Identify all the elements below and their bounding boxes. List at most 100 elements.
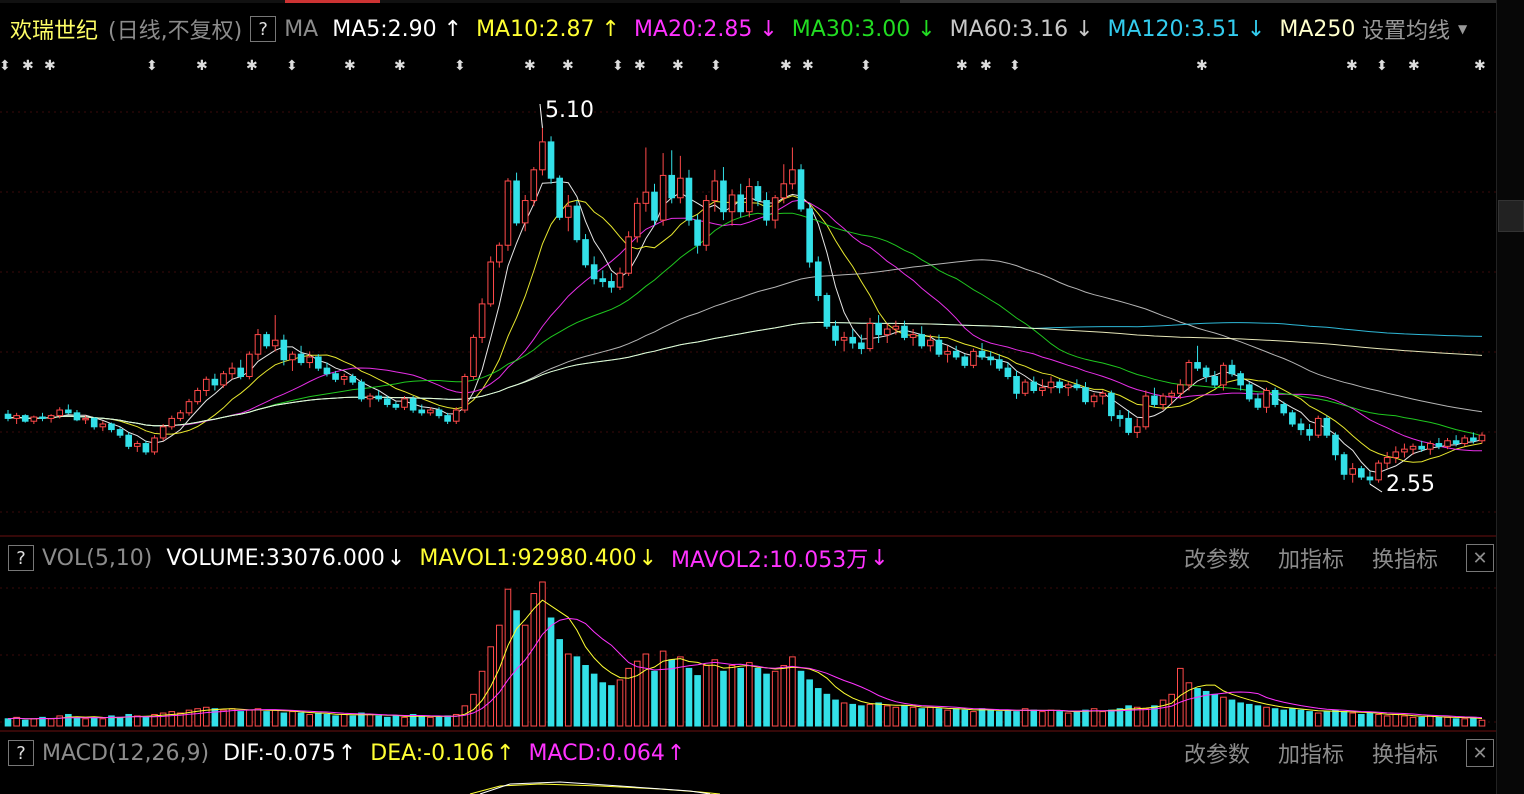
event-marker-icon[interactable]: ✱ (1474, 58, 1486, 74)
candle-body (858, 342, 865, 350)
event-marker-icon[interactable]: ⬍ (710, 58, 722, 74)
volume-bar (1004, 709, 1012, 727)
candle-body (1064, 384, 1072, 389)
candle-body (30, 416, 38, 422)
event-marker-icon[interactable]: ✱ (562, 58, 574, 74)
event-marker-icon[interactable]: ⬍ (860, 58, 872, 74)
volume-bar (866, 703, 874, 727)
volume-bar (1185, 682, 1193, 727)
volume-arrow-icon: ↓ (386, 545, 406, 571)
candle-body (280, 339, 288, 361)
event-marker-icon[interactable]: ✱ (196, 58, 208, 74)
volume-bar (909, 706, 917, 727)
volume-bar (530, 593, 538, 727)
candle-body (952, 350, 960, 358)
dif-arrow-icon: ↑ (337, 740, 357, 766)
event-marker-icon[interactable]: ✱ (956, 58, 968, 74)
mavol1-value: MAVOL1:92980.400 (419, 545, 637, 571)
macd-indicator-name[interactable]: MACD(12,26,9) (42, 740, 210, 766)
volume-bar (1142, 708, 1150, 727)
candle-body (728, 194, 736, 213)
macd-arrow-icon: ↑ (666, 740, 686, 766)
help-button[interactable]: ? (250, 16, 277, 42)
event-marker-icon[interactable]: ✱ (634, 58, 646, 74)
event-marker-icon[interactable]: ✱ (22, 58, 34, 74)
volume-bar (927, 706, 934, 727)
volume-bar (349, 715, 357, 727)
volume-bar (608, 685, 615, 727)
volume-bar (1220, 696, 1227, 727)
volume-bar (151, 713, 158, 727)
volume-bar (435, 716, 443, 727)
event-marker-icon[interactable]: ✱ (1196, 58, 1208, 74)
event-marker-icon[interactable]: ✱ (524, 58, 536, 74)
event-marker-icon[interactable]: ✱ (672, 58, 684, 74)
candle-body (608, 281, 615, 288)
candle-body (1073, 384, 1081, 389)
volume-bar (789, 656, 796, 727)
macd-dea-line (469, 783, 721, 794)
event-marker-icon[interactable]: ✱ (802, 58, 814, 74)
volume-bar (280, 712, 288, 727)
event-marker-icon[interactable]: ✱ (246, 58, 258, 74)
settings-ma-button[interactable]: 设置均线 ▼ (1362, 12, 1478, 46)
macd-panel-actions: 改参数 加指标 换指标 ✕ (1184, 735, 1524, 771)
event-marker-icon[interactable]: ✱ (980, 58, 992, 74)
indicator-name[interactable]: MA (284, 16, 319, 42)
candle-body (332, 373, 339, 380)
volume-bar (1151, 705, 1158, 727)
volume-bar (202, 706, 210, 727)
add-indicator-button[interactable]: 加指标 (1277, 743, 1344, 768)
volume-bar (1133, 706, 1141, 727)
event-marker-icon[interactable]: ⬍ (1376, 58, 1388, 74)
event-marker-icon[interactable]: ⬍ (286, 58, 298, 74)
scrollbar-thumb[interactable] (1498, 200, 1524, 232)
close-icon[interactable]: ✕ (1466, 739, 1494, 767)
candle-body (668, 174, 676, 199)
volume-bar (1263, 706, 1270, 727)
candle-body (763, 200, 770, 221)
close-icon[interactable]: ✕ (1466, 544, 1494, 572)
event-marker-icon[interactable]: ⬍ (0, 58, 11, 74)
volume-value: VOLUME:33076.000 (166, 545, 385, 571)
event-marker-icon[interactable]: ⬍ (1009, 58, 1021, 74)
change-params-button[interactable]: 改参数 (1183, 548, 1250, 573)
volume-bar (995, 711, 1003, 727)
candle-body (590, 264, 598, 280)
candle-body (185, 401, 193, 414)
volume-bar (21, 719, 29, 727)
change-params-button[interactable]: 改参数 (1183, 743, 1250, 768)
event-marker-icon[interactable]: ✱ (1346, 58, 1358, 74)
event-marker-icon[interactable]: ⬍ (454, 58, 466, 74)
candle-body (1280, 403, 1288, 414)
volume-bar (383, 716, 391, 727)
event-marker-icon[interactable]: ✱ (394, 58, 406, 74)
volume-bar (1202, 690, 1210, 727)
event-marker-icon[interactable]: ✱ (44, 58, 56, 74)
add-indicator-button[interactable]: 加指标 (1277, 548, 1344, 573)
help-button[interactable]: ? (8, 740, 34, 766)
candle-body (194, 389, 201, 403)
volume-bar (90, 716, 98, 727)
high-pointer-line (539, 103, 543, 128)
volume-bar (763, 673, 770, 727)
candle-body (133, 443, 141, 447)
volume-bar (901, 705, 908, 727)
volume-panel-actions: 改参数 加指标 换指标 ✕ (1184, 540, 1524, 576)
event-marker-icon[interactable]: ⬍ (146, 58, 158, 74)
candle-body (1461, 437, 1469, 445)
volume-bar (590, 673, 598, 727)
candle-body (789, 169, 796, 185)
event-marker-icon[interactable]: ✱ (780, 58, 792, 74)
event-marker-icon[interactable]: ✱ (344, 58, 356, 74)
switch-indicator-button[interactable]: 换指标 (1371, 548, 1438, 573)
volume-bar (1228, 699, 1236, 727)
volume-indicator-name[interactable]: VOL(5,10) (42, 545, 153, 571)
event-marker-icon[interactable]: ⬍ (612, 58, 624, 74)
candle-body (1099, 392, 1107, 397)
switch-indicator-button[interactable]: 换指标 (1371, 743, 1438, 768)
event-marker-icon[interactable]: ✱ (1408, 58, 1420, 74)
help-button[interactable]: ? (8, 545, 34, 571)
volume-bar (970, 711, 977, 727)
candle-body (823, 295, 831, 327)
